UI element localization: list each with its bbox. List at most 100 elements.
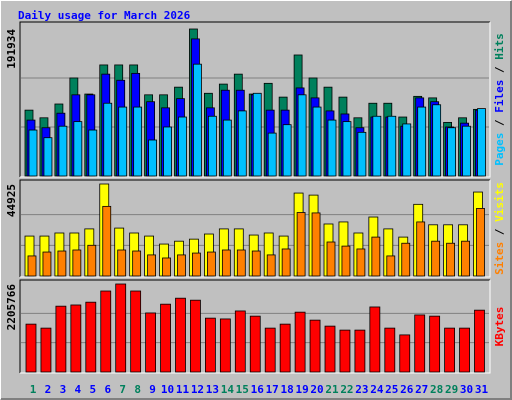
bar <box>204 317 216 373</box>
x-tick-label: 31 <box>475 383 489 396</box>
bar <box>312 106 322 177</box>
bar <box>357 131 367 177</box>
bar <box>294 311 306 373</box>
x-tick-label: 9 <box>149 383 156 396</box>
bar <box>147 254 157 277</box>
x-tick-label: 25 <box>385 383 398 396</box>
bar <box>115 283 127 373</box>
bar <box>432 104 442 177</box>
bar <box>27 255 37 277</box>
x-tick-label: 8 <box>134 383 141 396</box>
bar <box>384 327 396 373</box>
bar <box>249 315 261 373</box>
bar <box>73 121 83 177</box>
bar <box>372 115 382 177</box>
bar <box>324 325 336 373</box>
bar <box>25 323 37 373</box>
legend: Pages / Files / Hits <box>493 33 506 166</box>
bar <box>461 240 470 277</box>
bar <box>162 257 171 277</box>
x-tick-label: 15 <box>236 383 249 396</box>
bar <box>459 327 470 373</box>
bar <box>148 139 158 177</box>
bar <box>429 315 441 373</box>
bar <box>399 334 411 373</box>
x-tick-label: 4 <box>75 383 82 396</box>
x-tick-label: 1 <box>30 383 37 396</box>
y-tick-label: 44925 <box>5 184 18 217</box>
x-tick-label: 21 <box>325 383 339 396</box>
bar <box>387 115 397 177</box>
x-tick-label: 22 <box>340 383 353 396</box>
bar <box>417 106 427 177</box>
legend: KBytes <box>493 307 506 347</box>
bar <box>222 119 232 177</box>
bar <box>342 121 352 177</box>
bar <box>88 129 98 177</box>
x-tick-label: 26 <box>400 383 414 396</box>
bar <box>219 318 231 373</box>
panel-border <box>19 21 490 177</box>
bar <box>339 329 351 373</box>
legend-entry: Pages <box>493 133 506 166</box>
x-tick-label: 5 <box>89 383 96 396</box>
bar <box>28 129 38 177</box>
bar <box>309 319 321 373</box>
bar <box>296 212 306 277</box>
panel-border <box>20 180 491 278</box>
bar <box>444 327 456 373</box>
bar <box>175 297 186 373</box>
bar <box>72 249 82 277</box>
bar <box>252 92 262 177</box>
x-tick-label: 20 <box>310 383 323 396</box>
bar <box>193 63 202 177</box>
x-tick-label: 30 <box>460 383 473 396</box>
bar <box>58 125 68 177</box>
bar <box>103 102 113 177</box>
bar <box>87 244 97 277</box>
bar <box>371 236 381 277</box>
bar <box>160 303 171 373</box>
bar <box>145 312 157 373</box>
x-tick-label: 11 <box>176 383 190 396</box>
bar <box>401 242 411 277</box>
bar <box>57 250 67 277</box>
bar <box>178 116 187 177</box>
bar <box>207 115 217 177</box>
y-tick-label: 2205766 <box>5 284 18 331</box>
bar <box>117 249 127 277</box>
x-tick-label: 19 <box>295 383 308 396</box>
bar <box>341 245 351 277</box>
legend-entry: Hits <box>493 33 506 60</box>
bar <box>42 251 52 277</box>
x-tick-label: 14 <box>221 383 235 396</box>
x-tick-label: 23 <box>355 383 368 396</box>
x-tick-label: 3 <box>60 383 67 396</box>
legend-entry: Visits <box>493 182 506 222</box>
bar <box>100 290 112 373</box>
bar <box>386 255 396 277</box>
bar <box>369 306 381 373</box>
x-tick-label: 24 <box>370 383 384 396</box>
chart-title: Daily usage for March 2026 <box>18 9 191 22</box>
bar <box>130 290 142 373</box>
x-tick-label: 28 <box>430 383 443 396</box>
bar <box>85 301 97 373</box>
bar <box>102 205 112 277</box>
bar <box>133 106 143 177</box>
bar <box>447 127 457 177</box>
x-tick-label: 13 <box>206 383 219 396</box>
x-tick-label: 29 <box>445 383 458 396</box>
x-tick-label: 2 <box>45 383 52 396</box>
bar <box>264 327 276 373</box>
bar <box>356 248 366 277</box>
bar <box>326 241 336 277</box>
bar <box>477 108 486 177</box>
legend-separator: / <box>493 60 506 80</box>
bar <box>251 250 261 277</box>
bar <box>237 110 247 177</box>
bar <box>221 249 231 277</box>
bar <box>416 221 426 277</box>
bar <box>206 251 216 277</box>
